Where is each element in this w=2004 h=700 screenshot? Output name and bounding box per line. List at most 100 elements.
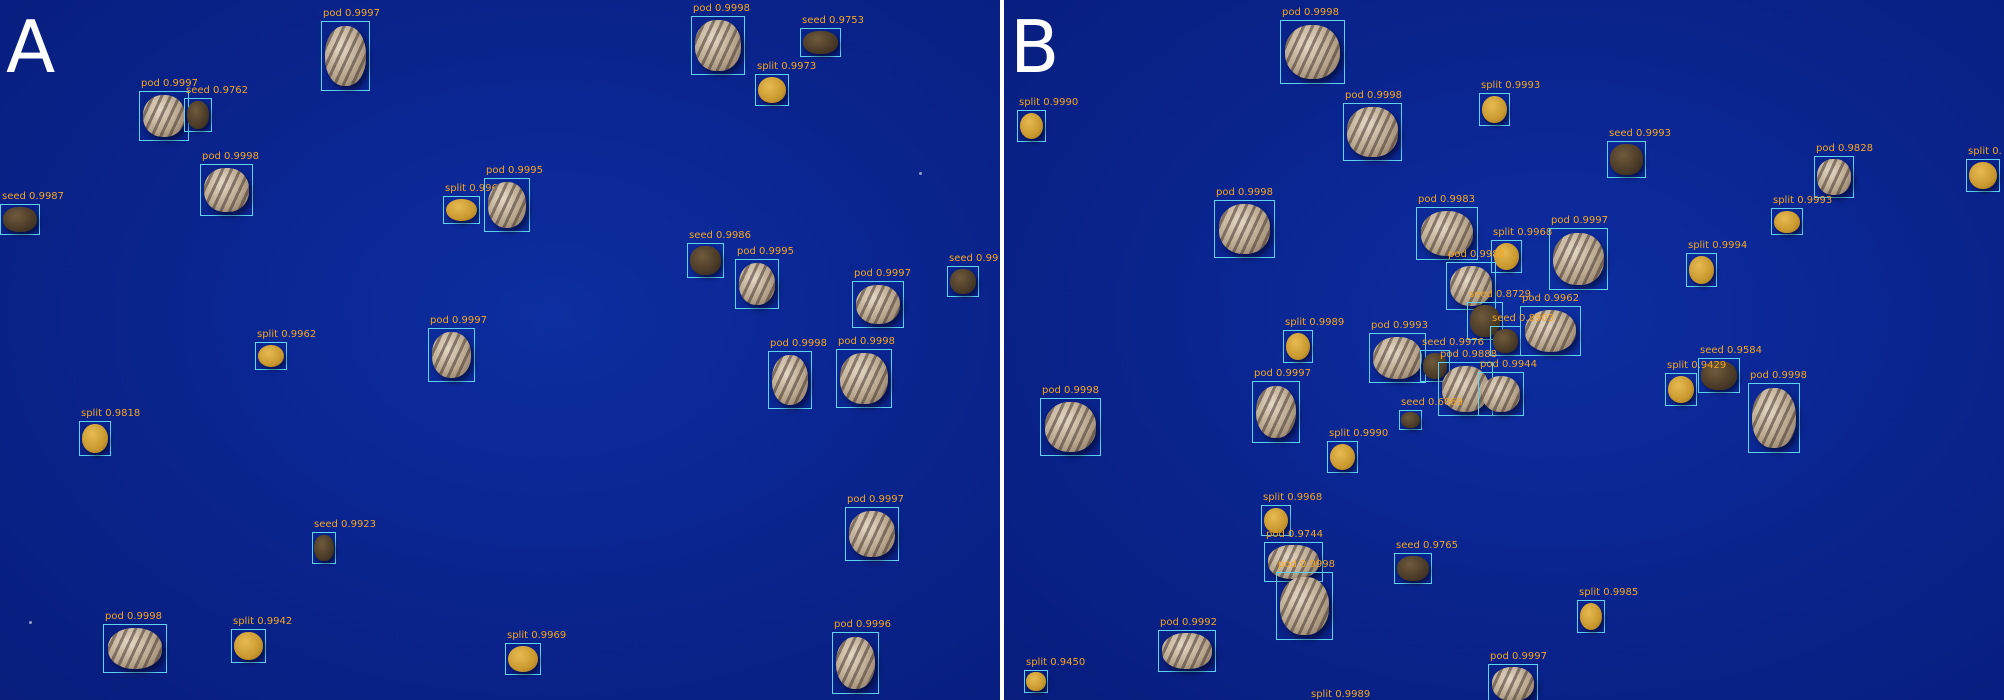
seed-object: [1422, 352, 1448, 380]
detection-box-split: [1491, 240, 1522, 273]
pod-object: [738, 262, 776, 306]
detection-label: pod 0.9944: [1480, 359, 1537, 370]
detection-label: split 0.9450: [1026, 657, 1086, 668]
background-speck: [29, 621, 32, 624]
detection-label: seed 0.9976: [1422, 337, 1485, 348]
detection-box-pod: [1214, 200, 1275, 258]
split-object: [1667, 375, 1695, 404]
pod-object: [1442, 366, 1489, 412]
seed-object: [314, 534, 334, 562]
detection-box-pod: [1446, 262, 1496, 310]
split-object: [508, 645, 538, 673]
seed-object: [186, 100, 210, 130]
detection-box-split: [505, 643, 541, 675]
seed-object: [803, 30, 838, 55]
detection-box-pod: [200, 164, 253, 216]
detection-label: split 0.9994: [1688, 240, 1748, 251]
detection-label: seed 0.6069: [1401, 397, 1464, 408]
detection-box-pod: [768, 351, 812, 409]
detection-box-seed: [1399, 410, 1422, 430]
detection-box-seed: [1607, 141, 1646, 178]
split-object: [1026, 672, 1046, 691]
detection-label: split 0.9964: [445, 183, 505, 194]
pod-object: [1481, 375, 1521, 413]
pod-object: [487, 182, 527, 228]
detection-label: pod 0.9998: [1042, 385, 1099, 396]
detection-label: split 0.9818: [81, 408, 141, 419]
detection-box-seed: [1394, 553, 1432, 584]
detection-label: seed 0.9753: [802, 15, 865, 26]
detection-box-split: [443, 196, 480, 224]
detection-label: pod 0.9744: [1266, 529, 1323, 540]
seed-object: [1397, 555, 1429, 582]
detection-box-pod: [428, 328, 475, 382]
split-object: [1285, 332, 1311, 361]
detection-box-split: [231, 629, 266, 663]
detection-box-seed: [947, 266, 979, 297]
panel-letter-b: B: [1010, 5, 1060, 89]
detection-label: pod 0.9995: [737, 246, 794, 257]
detection-box-split: [79, 421, 111, 456]
detection-box-pod: [1276, 572, 1333, 640]
detection-label: pod 0.9997: [323, 8, 380, 19]
pod-object: [431, 332, 472, 378]
pod-object: [771, 355, 809, 405]
detection-label: pod 0.9997: [1254, 368, 1311, 379]
seed-object: [949, 268, 977, 295]
seed-object: [1470, 305, 1500, 337]
detection-box-seed: [800, 28, 841, 57]
detection-box-pod: [1488, 664, 1538, 700]
pod-object: [835, 636, 876, 690]
seed-object: [1610, 144, 1643, 175]
detection-box-split: [1017, 110, 1046, 142]
detection-label: split 0.: [1968, 146, 2002, 157]
split-object: [1968, 161, 1998, 190]
pod-object: [1280, 576, 1329, 636]
detection-box-pod: [735, 259, 779, 309]
detection-box-pod: [1438, 362, 1493, 416]
detection-box-pod: [852, 281, 904, 328]
split-object: [1329, 443, 1356, 471]
detection-box-seed: [1698, 358, 1740, 393]
detection-label: seed 0.9584: [1700, 345, 1763, 356]
split-object: [1773, 210, 1801, 233]
detection-label: pod 0.9997: [847, 494, 904, 505]
detection-box-pod: [1252, 381, 1300, 443]
detection-label: pod 0.9997: [430, 315, 487, 326]
detection-box-pod: [139, 91, 189, 141]
split-object: [1263, 507, 1289, 534]
background-speck: [919, 172, 922, 175]
detection-box-split: [1261, 505, 1291, 536]
detection-label: pod 0.9998: [693, 3, 750, 14]
detection-label: pod 0.9983: [1418, 194, 1475, 205]
pod-object: [840, 353, 888, 404]
detection-label: split 0.9429: [1667, 360, 1727, 371]
split-object: [233, 631, 263, 661]
pod-object: [1491, 667, 1535, 700]
detection-box-split: [1771, 208, 1803, 235]
detection-label: split 0.9990: [1019, 97, 1079, 108]
detection-box-pod: [1748, 383, 1800, 453]
detection-box-split: [1665, 373, 1697, 406]
detection-label: split 0.9969: [507, 630, 567, 641]
detection-box-split: [1577, 600, 1605, 633]
detection-box-pod: [1814, 156, 1854, 198]
split-object: [446, 198, 477, 222]
detection-label: split 0.9993: [1773, 195, 1833, 206]
detection-box-pod: [691, 16, 745, 75]
detection-box-seed: [1420, 350, 1450, 382]
detection-label: seed 0.9987: [2, 191, 65, 202]
detection-box-pod: [1280, 20, 1345, 84]
split-object: [257, 344, 285, 368]
detection-label: split 0.9968: [1263, 492, 1323, 503]
pod-object: [695, 20, 741, 71]
detection-label: pod 0.9998: [770, 338, 827, 349]
detection-label: pod 0.9998: [202, 151, 259, 162]
detection-label: split 0.9990: [1329, 428, 1389, 439]
detection-box-pod: [832, 632, 879, 694]
detection-label: split 0.9973: [757, 61, 817, 72]
detection-label: pod 0.9998: [1282, 7, 1339, 18]
split-object: [1019, 112, 1044, 140]
detection-box-split: [1686, 253, 1717, 287]
detection-label: pod 0.9888: [1440, 349, 1497, 360]
